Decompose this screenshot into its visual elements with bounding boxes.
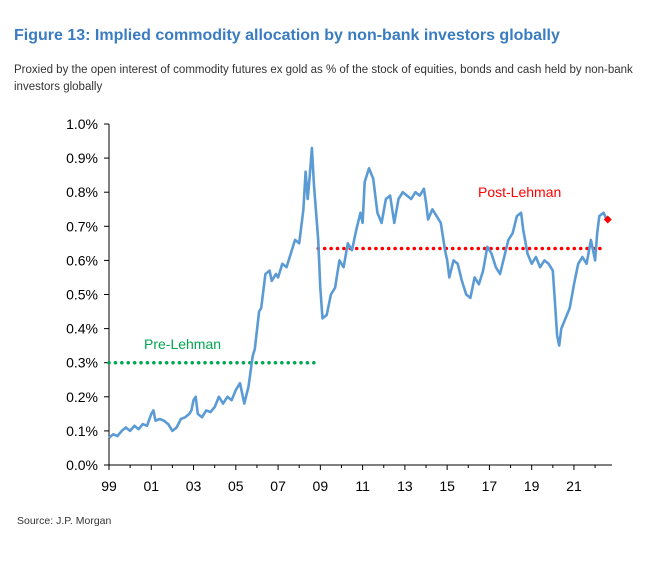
series-group [108,146,612,439]
source-note: Source: J.P. Morgan [17,515,112,527]
y-axis: 0.0% 0.1% 0.2% 0.3% 0.4% 0.5% 0.6% 0.7% 0.8% 0.9%… [66,116,110,473]
y-tick-label: 0.7% [66,218,98,234]
y-tick-label: 0.9% [66,150,98,166]
y-tick-label: 0.1% [66,423,98,439]
x-tick-label: 09 [313,478,329,494]
x-tick-label: 21 [566,478,582,494]
x-tick-label: 99 [101,478,117,494]
reference-lines [107,246,606,365]
y-tick-label: 0.5% [66,287,98,303]
last-point-marker [603,215,612,224]
y-tick-label: 0.8% [66,184,98,200]
chart-subtitle: Proxied by the open interest of commodit… [14,64,633,93]
y-tick-label: 0.6% [66,252,98,268]
x-tick-label: 05 [228,478,244,494]
post-lehman-label: Post-Lehman [478,184,561,200]
x-tick-label: 15 [439,478,455,494]
y-tick-label: 1.0% [66,116,98,132]
x-axis: 99 01 03 05 07 09 11 13 15 17 19 21 [101,464,612,494]
y-tick-label: 0.3% [66,355,98,371]
x-tick-label: 03 [186,478,202,494]
x-tick-label: 11 [355,478,370,494]
y-tick-label: 0.4% [66,321,98,337]
y-tick-label: 0.2% [66,389,98,405]
x-tick-label: 13 [397,478,413,494]
x-tick-label: 19 [524,478,540,494]
reference-labels: Pre-Lehman Post-Lehman [144,184,561,352]
chart-title: Figure 13: Implied commodity allocation … [14,27,560,44]
x-tick-label: 07 [270,478,286,494]
x-tick-label: 17 [482,478,498,494]
pre-lehman-label: Pre-Lehman [144,336,221,352]
x-tick-label: 01 [143,478,159,494]
series-line [108,146,608,439]
y-tick-label: 0.0% [66,457,98,473]
